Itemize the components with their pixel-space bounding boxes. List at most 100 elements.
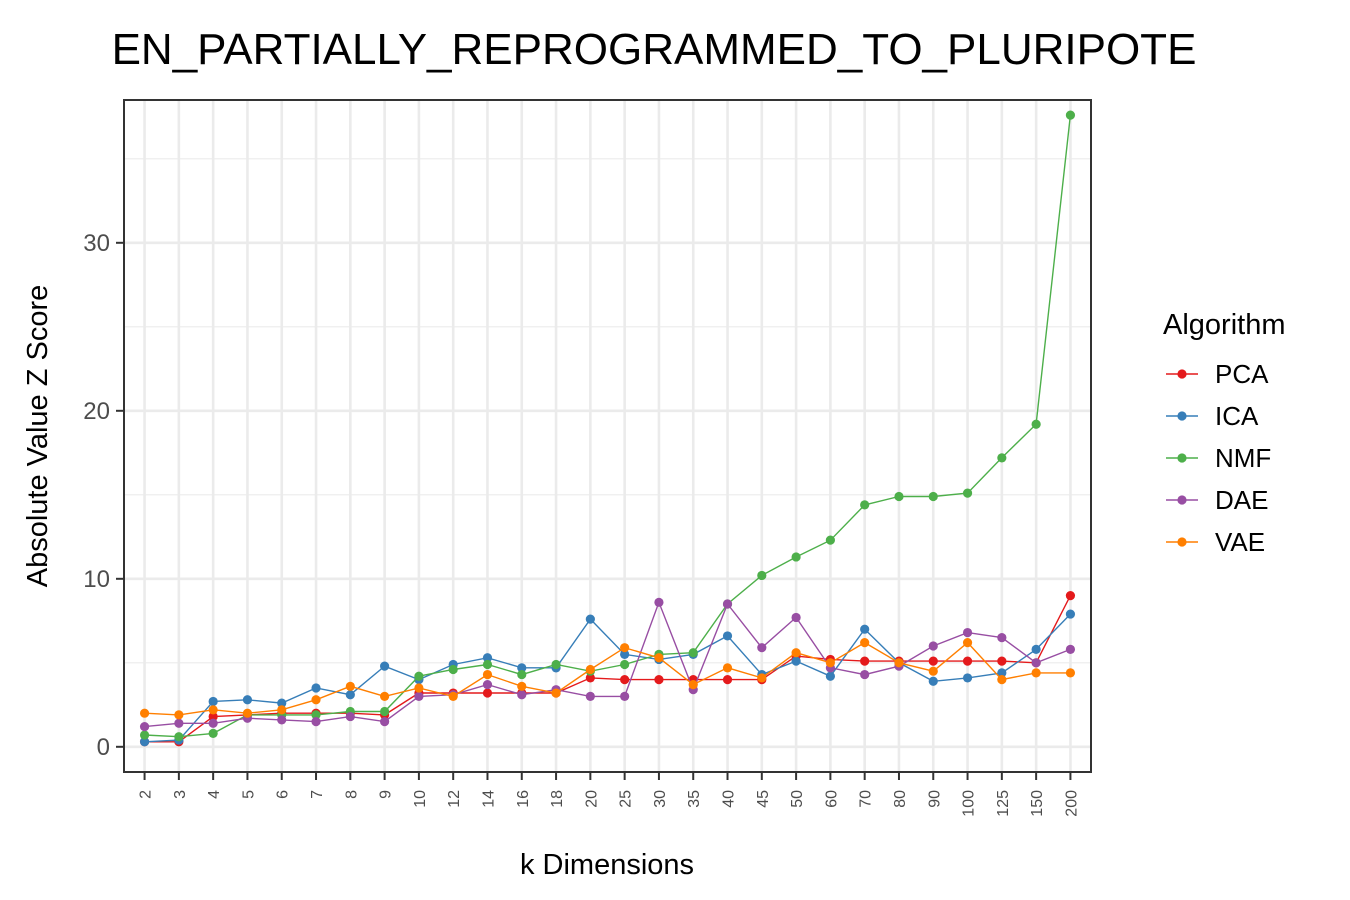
data-point-ica [722, 631, 733, 641]
data-point-pca [997, 656, 1007, 666]
data-point-vae [1031, 668, 1041, 678]
data-point-vae [654, 653, 664, 663]
x-tick-label: 30 [652, 790, 669, 808]
data-point-nmf [1065, 110, 1076, 120]
data-point-pca [620, 675, 630, 685]
legend-key-point [1177, 495, 1187, 505]
data-point-ica [277, 698, 287, 708]
data-point-vae [380, 691, 390, 702]
x-tick-label: 40 [721, 790, 738, 808]
legend-item-ica: ICA [1166, 401, 1259, 431]
series-line-vae [144, 641, 1071, 716]
data-point-ica [139, 737, 150, 747]
data-point-dae [1031, 658, 1041, 668]
data-point-vae [551, 688, 561, 698]
legend-label: DAE [1215, 485, 1268, 515]
legend-label: NMF [1215, 443, 1271, 473]
data-point-dae [311, 717, 321, 727]
data-point-vae [757, 673, 767, 683]
data-point-vae [962, 638, 973, 648]
series-line-nmf [144, 115, 1072, 738]
x-tick-label: 50 [789, 790, 806, 808]
legend-label: VAE [1215, 527, 1265, 557]
data-point-nmf [414, 671, 424, 681]
x-tick-label: 6 [275, 790, 292, 799]
x-tick-label: 35 [686, 790, 703, 808]
data-point-vae [997, 675, 1007, 685]
legend-label: PCA [1215, 359, 1269, 389]
data-point-ica [620, 649, 630, 660]
data-point-nmf [482, 659, 493, 670]
data-point-ica [482, 653, 493, 663]
data-point-ica [825, 671, 835, 681]
data-point-ica [380, 661, 390, 671]
data-point-nmf [928, 491, 938, 502]
data-point-pca [654, 675, 664, 685]
x-tick-label: 60 [823, 790, 840, 808]
x-tick-label: 200 [1063, 790, 1080, 817]
legend-key-point [1177, 537, 1187, 547]
x-tick-label: 90 [926, 790, 943, 808]
data-point-nmf [860, 500, 870, 510]
series-layer [139, 110, 1076, 747]
data-point-nmf [688, 648, 698, 658]
data-point-ica [1065, 609, 1076, 619]
data-point-nmf [825, 535, 835, 545]
data-point-nmf [620, 659, 630, 670]
data-point-nmf [551, 659, 561, 670]
data-point-dae [962, 627, 973, 638]
data-point-nmf [1031, 419, 1041, 429]
x-tick-label: 150 [1029, 790, 1046, 817]
legend-item-nmf: NMF [1166, 443, 1271, 473]
data-point-vae [277, 705, 287, 715]
data-point-dae [482, 680, 493, 690]
data-point-pca [482, 688, 493, 698]
data-point-dae [620, 691, 630, 702]
data-point-ica [1031, 644, 1041, 654]
data-point-dae [380, 717, 390, 727]
x-axis-title: k Dimensions [520, 849, 694, 881]
data-point-nmf [139, 730, 150, 740]
data-point-dae [345, 711, 355, 722]
legend-label: ICA [1215, 401, 1259, 431]
series-ica [139, 609, 1076, 747]
y-tick-label: 10 [83, 566, 110, 593]
x-tick-label: 8 [343, 790, 360, 799]
data-point-vae [482, 669, 493, 680]
data-point-dae [585, 691, 595, 702]
x-tick-label: 70 [858, 790, 875, 808]
legend: Algorithm PCA ICA NMF DAE VAE [1163, 309, 1286, 557]
data-point-pca [860, 656, 870, 666]
x-tick-label: 4 [206, 790, 223, 799]
data-point-nmf [894, 491, 904, 502]
data-point-vae [517, 681, 527, 691]
x-tick-label: 14 [480, 790, 497, 808]
x-tick-label: 12 [446, 790, 463, 808]
data-point-vae [448, 691, 458, 702]
data-point-vae [620, 643, 630, 653]
data-point-vae [860, 638, 870, 648]
data-point-vae [1065, 668, 1076, 678]
legend-item-pca: PCA [1166, 359, 1269, 389]
data-point-pca [208, 711, 218, 722]
x-tick-label: 10 [412, 790, 429, 808]
data-point-vae [414, 683, 424, 693]
legend-item-vae: VAE [1166, 527, 1265, 557]
data-point-nmf [311, 710, 321, 720]
series-line-dae [144, 600, 1071, 728]
x-tick-label: 80 [892, 790, 909, 808]
series-vae [139, 638, 1076, 720]
data-point-dae [1065, 644, 1076, 654]
x-tick-label: 2 [138, 790, 155, 799]
data-point-pca [585, 673, 595, 683]
data-point-dae [654, 597, 664, 607]
data-point-pca [928, 656, 938, 666]
y-tick-label: 30 [83, 230, 110, 257]
data-point-ica [962, 673, 973, 683]
data-point-dae [414, 691, 424, 702]
data-point-vae [825, 658, 835, 668]
data-point-nmf [997, 453, 1007, 463]
data-point-vae [208, 705, 218, 715]
data-point-ica [242, 695, 253, 705]
data-point-nmf [380, 706, 390, 717]
